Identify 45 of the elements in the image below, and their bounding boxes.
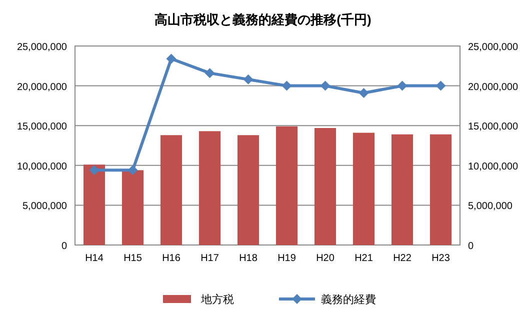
bar <box>237 135 260 245</box>
point <box>89 165 100 176</box>
y-tick-label: 20,000,000 <box>16 82 68 93</box>
y2-tick-label: 15,000,000 <box>468 122 518 133</box>
y2-tick-label: 20,000,000 <box>468 82 518 93</box>
point <box>282 80 292 91</box>
x-tick-label: H14 <box>85 253 104 264</box>
point <box>397 80 408 91</box>
y2-tick-label: 5,000,000 <box>468 201 513 212</box>
point <box>436 80 446 91</box>
bar <box>391 134 414 245</box>
y-tick-label: 5,000,000 <box>22 201 68 212</box>
bar <box>160 135 182 245</box>
point <box>128 165 138 176</box>
x-tick-label: H20 <box>316 253 335 264</box>
x-tick-label: H16 <box>162 253 181 264</box>
y-tick-label: 0 <box>61 241 68 252</box>
x-tick-label: H21 <box>354 253 374 264</box>
point <box>320 80 330 91</box>
y2-tick-label: 25,000,000 <box>468 42 518 53</box>
y-tick-label: 10,000,000 <box>16 161 68 172</box>
legend-label: 地方税 <box>200 293 234 306</box>
chart-title: 高山市税収と義務的経費の推移(千円) <box>154 12 372 27</box>
bar <box>122 170 144 245</box>
point <box>166 54 176 64</box>
bar <box>314 128 336 245</box>
x-tick-label: H19 <box>278 253 296 264</box>
x-tick-label: H18 <box>239 253 258 264</box>
bar <box>276 126 298 245</box>
y-tick-label: 15,000,000 <box>16 122 68 133</box>
point <box>358 88 369 98</box>
bar <box>352 132 375 245</box>
x-tick-label: H22 <box>393 253 412 264</box>
point <box>204 68 215 78</box>
x-tick-label: H17 <box>200 253 220 264</box>
bar <box>198 131 221 245</box>
y2-tick-label: 10,000,000 <box>468 161 518 172</box>
x-tick-label: H23 <box>432 253 450 264</box>
legend-label: 義務的経費 <box>321 293 376 306</box>
y-tick-label: 25,000,000 <box>16 42 68 53</box>
bar <box>83 164 106 245</box>
bar <box>430 134 452 245</box>
y2-tick-label: 0 <box>468 241 474 252</box>
x-tick-label: H15 <box>124 253 142 264</box>
point <box>243 74 254 84</box>
